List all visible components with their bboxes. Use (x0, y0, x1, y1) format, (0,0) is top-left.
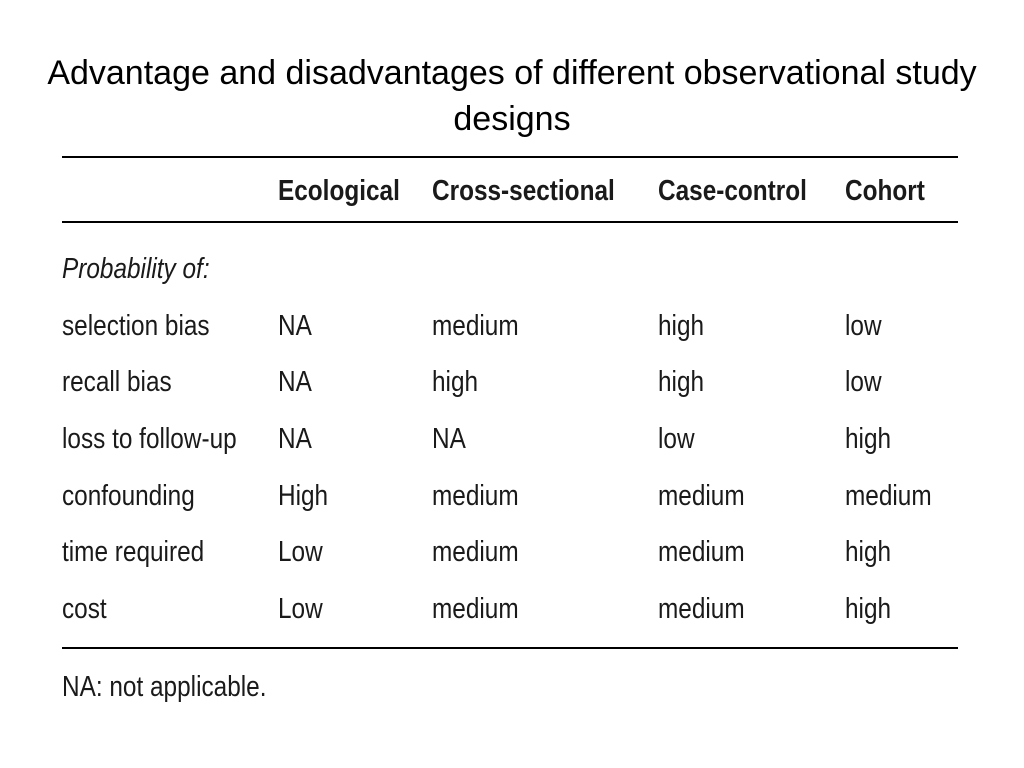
table-cell: low (658, 423, 695, 455)
table-top-rule (62, 156, 958, 158)
slide-title: Advantage and disadvantages of different… (47, 54, 977, 138)
table-cell: high (658, 366, 705, 398)
column-header-cohort: Cohort (845, 175, 925, 207)
table-cell: medium (658, 593, 745, 625)
table-cell: medium (658, 480, 745, 512)
table-cell: NA (278, 310, 312, 342)
row-label: selection bias (62, 310, 210, 342)
row-label: time required (62, 536, 205, 568)
table-header-rule (62, 221, 958, 223)
table-cell: NA (278, 423, 312, 455)
table-cell: high (845, 593, 892, 625)
column-header-cross-sectional: Cross-sectional (432, 175, 615, 207)
table-cell: NA (278, 366, 312, 398)
table-cell: medium (432, 536, 519, 568)
table-cell: medium (432, 310, 519, 342)
table-bottom-rule (62, 647, 958, 649)
table-cell: medium (658, 536, 745, 568)
table-cell: high (845, 423, 892, 455)
table-cell: Low (278, 536, 323, 568)
table-cell: medium (845, 480, 932, 512)
table-cell: high (658, 310, 705, 342)
table-cell: NA (432, 423, 466, 455)
table-cell: high (432, 366, 479, 398)
row-label: recall bias (62, 366, 172, 398)
column-header-case-control: Case-control (658, 175, 807, 207)
row-label: confounding (62, 480, 195, 512)
table-cell: low (845, 310, 882, 342)
column-header-ecological: Ecological (278, 175, 400, 207)
table-cell: medium (432, 480, 519, 512)
table-cell: high (845, 536, 892, 568)
table-cell: Low (278, 593, 323, 625)
table-cell: High (278, 480, 329, 512)
table-cell: low (845, 366, 882, 398)
table-footnote: NA: not applicable. (62, 671, 267, 703)
row-label: cost (62, 593, 107, 625)
section-label: Probability of: (62, 253, 210, 285)
row-label: loss to follow-up (62, 423, 237, 455)
table-cell: medium (432, 593, 519, 625)
